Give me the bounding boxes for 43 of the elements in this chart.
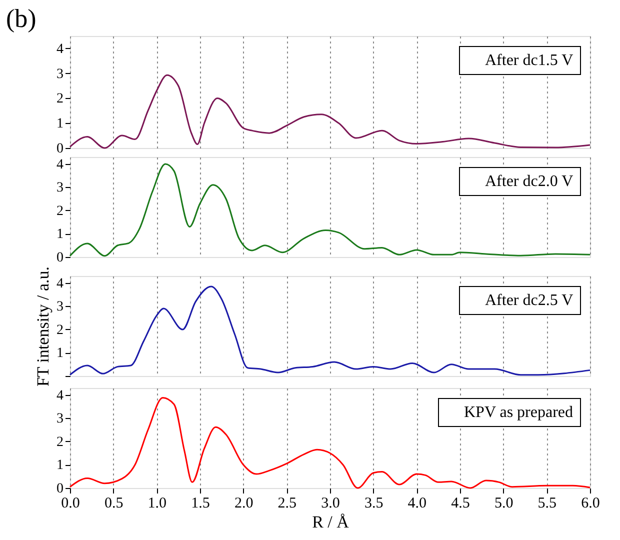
line-series	[69, 286, 591, 376]
y-tick-label: 0	[56, 142, 64, 156]
y-tick-label: 2	[56, 322, 64, 338]
line-series	[69, 74, 591, 149]
x-tick-label: 0.0	[61, 496, 80, 512]
x-tick-label: 4.5	[451, 496, 470, 512]
y-axis-title: FT intensity / a.u.	[34, 266, 52, 387]
y-tick-label: 3	[56, 180, 64, 196]
y-tick-label: 2	[56, 204, 64, 219]
x-tick-label: 5.0	[494, 496, 514, 512]
y-tick-label: 1	[56, 346, 64, 362]
text: KPV as prepared	[464, 404, 574, 421]
line-series	[69, 163, 591, 257]
x-tick-label: 1.5	[191, 496, 210, 512]
line-series	[69, 397, 591, 489]
y-tick-label: 1	[56, 458, 64, 474]
text: After dc1.5 V	[485, 52, 574, 69]
y-tick-label: 2	[56, 434, 64, 450]
y-tick-label: 4	[56, 388, 64, 404]
x-tick-label: 4.0	[408, 496, 427, 512]
y-tick-label: 3	[56, 66, 64, 82]
x-tick-label: 3.5	[364, 496, 384, 512]
x-tick-label: 2.0	[234, 496, 254, 512]
y-tick-label: 4	[56, 42, 64, 57]
x-tick-label: 6.0	[581, 496, 600, 512]
x-tick-label: 1.0	[148, 496, 167, 512]
y-tick-label: 3	[56, 300, 64, 315]
y-tick-label: 0	[56, 482, 64, 496]
x-tick-label: 3.0	[321, 496, 340, 512]
x-tick-label: 0.5	[104, 496, 124, 512]
text: After dc2.5 V	[485, 292, 574, 309]
y-tick-label: 0	[56, 250, 64, 266]
y-tick-label: 1	[56, 116, 64, 132]
y-tick-label: 4	[56, 157, 64, 172]
y-tick-label: 3	[56, 412, 64, 427]
y-tick-label: 1	[56, 227, 64, 242]
chart-title: (b)	[6, 4, 36, 33]
text: After dc2.0 V	[485, 173, 574, 190]
y-tick-label: 2	[56, 92, 64, 107]
x-axis-title: R / Å	[312, 512, 350, 532]
x-tick-label: 2.5	[278, 496, 297, 512]
x-tick-label: 5.5	[538, 496, 557, 512]
y-tick-label: 4	[56, 276, 64, 292]
